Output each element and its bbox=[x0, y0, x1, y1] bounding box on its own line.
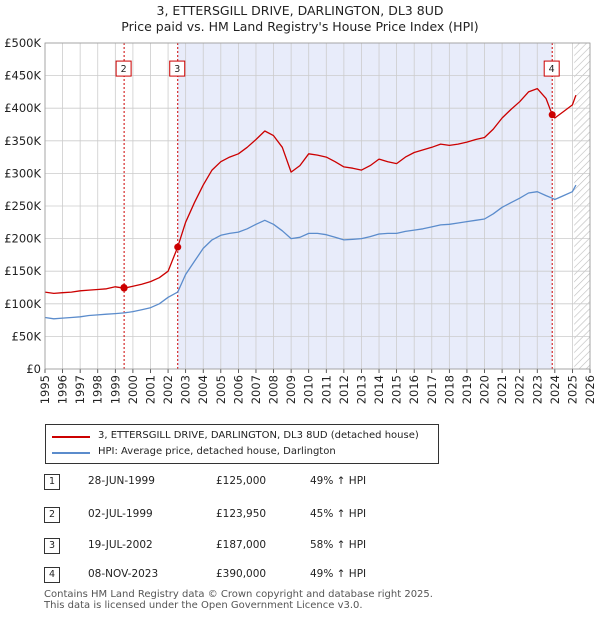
y-tick-label: £250K bbox=[4, 199, 41, 213]
x-tick-label: 1998 bbox=[91, 375, 105, 404]
x-tick-label: 2015 bbox=[390, 375, 404, 404]
legend: 3, ETTERSGILL DRIVE, DARLINGTON, DL3 8UD… bbox=[45, 424, 439, 464]
marker-box bbox=[169, 60, 186, 77]
transaction-price: £187,000 bbox=[216, 539, 267, 551]
chart-subtitle: Price paid vs. HM Land Registry's House … bbox=[121, 19, 479, 34]
footer-line-1: Contains HM Land Registry data © Crown c… bbox=[44, 589, 433, 600]
x-tick-label: 2004 bbox=[196, 375, 210, 404]
x-tick-label: 2009 bbox=[284, 375, 298, 404]
transaction-hpi-diff: 45% ↑ HPI bbox=[310, 508, 367, 520]
transaction-date: 02-JUL-1999 bbox=[88, 508, 153, 520]
x-tick-label: 2024 bbox=[548, 375, 562, 404]
sale-point bbox=[548, 111, 556, 119]
x-tick-label: 2008 bbox=[267, 375, 281, 404]
sale-point bbox=[120, 284, 128, 292]
x-tick-label: 2005 bbox=[214, 375, 228, 404]
transaction-number: 1 bbox=[44, 474, 60, 490]
x-tick-label: 1996 bbox=[56, 375, 70, 404]
hpi-line bbox=[44, 184, 577, 320]
y-tick-label: £50K bbox=[12, 329, 42, 343]
legend-label-property: 3, ETTERSGILL DRIVE, DARLINGTON, DL3 8UD… bbox=[98, 430, 419, 441]
x-tick-label: 2026 bbox=[583, 375, 597, 404]
x-tick-label: 2018 bbox=[442, 375, 456, 404]
x-tick-label: 2001 bbox=[143, 375, 157, 404]
marker-box bbox=[115, 60, 132, 77]
transaction-date: 19-JUL-2002 bbox=[88, 539, 153, 551]
marker-label: 4 bbox=[549, 64, 555, 75]
legend-swatch-hpi bbox=[52, 452, 90, 454]
transaction-number: 3 bbox=[44, 538, 60, 554]
x-tick-label: 2003 bbox=[179, 375, 193, 404]
y-tick-label: £400K bbox=[4, 101, 41, 115]
plot-border bbox=[44, 42, 591, 370]
x-tick-label: 2013 bbox=[354, 375, 368, 404]
transaction-date: 28-JUN-1999 bbox=[88, 475, 155, 487]
x-tick-label: 2007 bbox=[249, 375, 263, 404]
marker-label: 3 bbox=[174, 64, 180, 75]
y-tick-label: £350K bbox=[4, 134, 41, 148]
sale-point bbox=[174, 243, 182, 251]
x-tick-label: 2012 bbox=[337, 375, 351, 404]
transaction-price: £125,000 bbox=[216, 475, 267, 487]
chart-title: 3, ETTERSGILL DRIVE, DARLINGTON, DL3 8UD bbox=[156, 3, 444, 18]
x-tick-label: 1997 bbox=[73, 375, 87, 404]
y-tick-label: £0 bbox=[26, 362, 41, 376]
y-tick-label: £200K bbox=[4, 232, 41, 246]
x-tick-label: 1999 bbox=[108, 375, 122, 404]
footer-attribution: Contains HM Land Registry data © Crown c… bbox=[44, 589, 433, 611]
y-tick-label: £500K bbox=[4, 36, 41, 50]
y-tick-label: £100K bbox=[4, 297, 41, 311]
x-tick-label: 2023 bbox=[530, 375, 544, 404]
transaction-hpi-diff: 49% ↑ HPI bbox=[310, 568, 367, 580]
transaction-hpi-diff: 49% ↑ HPI bbox=[310, 475, 367, 487]
footer-line-2: This data is licensed under the Open Gov… bbox=[44, 600, 363, 611]
transaction-hpi-diff: 58% ↑ HPI bbox=[310, 539, 367, 551]
marker-label: 2 bbox=[121, 64, 127, 75]
y-tick-label: £450K bbox=[4, 69, 41, 83]
x-tick-label: 2006 bbox=[231, 375, 245, 404]
property-price-line bbox=[44, 87, 577, 295]
legend-swatch-property bbox=[52, 436, 90, 438]
x-tick-label: 2010 bbox=[302, 375, 316, 404]
x-tick-label: 2016 bbox=[407, 375, 421, 404]
x-tick-label: 2011 bbox=[319, 375, 333, 404]
transaction-number: 4 bbox=[44, 567, 60, 583]
x-tick-label: 2014 bbox=[372, 375, 386, 404]
x-tick-label: 2000 bbox=[126, 375, 140, 404]
price-chart: £0 £50K £100K £150K £200K £250K £300K £350K £400… bbox=[4, 36, 597, 404]
transaction-price: £123,950 bbox=[216, 508, 267, 520]
legend-label-hpi: HPI: Average price, detached house, Darl… bbox=[98, 446, 336, 457]
transaction-date: 08-NOV-2023 bbox=[88, 568, 159, 580]
x-tick-label: 1995 bbox=[38, 375, 52, 404]
x-tick-label: 2020 bbox=[478, 375, 492, 404]
x-tick-label: 2019 bbox=[460, 375, 474, 404]
y-tick-label: £300K bbox=[4, 166, 41, 180]
x-tick-label: 2002 bbox=[161, 375, 175, 404]
x-tick-label: 2021 bbox=[495, 375, 509, 404]
y-tick-label: £150K bbox=[4, 264, 41, 278]
transaction-price: £390,000 bbox=[216, 568, 267, 580]
marker-box bbox=[543, 60, 560, 77]
transaction-number: 2 bbox=[44, 507, 60, 523]
x-tick-label: 2022 bbox=[513, 375, 527, 404]
x-tick-label: 2025 bbox=[565, 375, 579, 404]
x-tick-label: 2017 bbox=[425, 375, 439, 404]
